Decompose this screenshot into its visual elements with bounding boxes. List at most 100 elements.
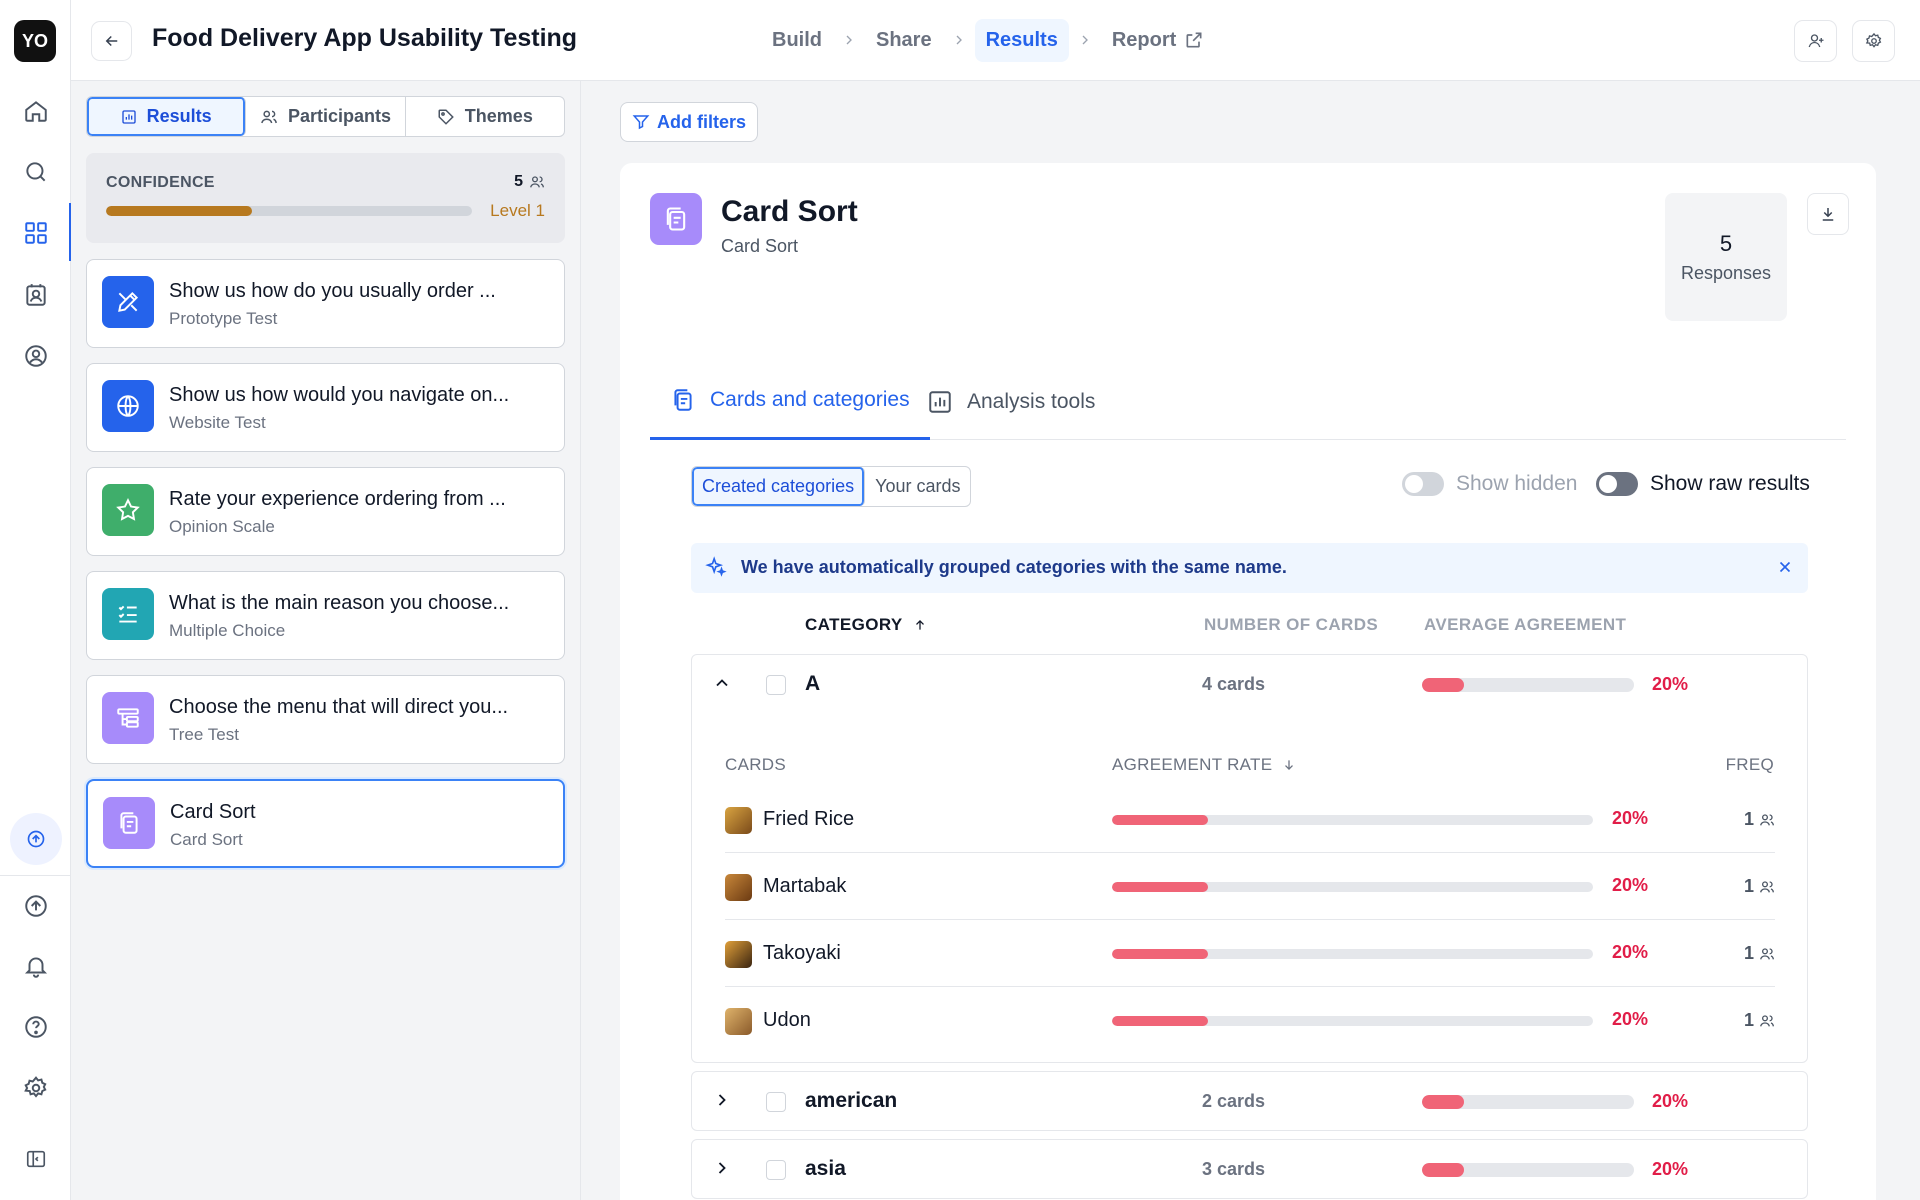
- help-icon[interactable]: [17, 1008, 55, 1046]
- expand-toggle[interactable]: [712, 673, 732, 693]
- task-title: Show us how would you navigate on...: [169, 384, 510, 406]
- tab-results[interactable]: Results: [87, 97, 247, 136]
- show-hidden-toggle[interactable]: Show hidden: [1402, 472, 1577, 496]
- confidence-progress-bar: [106, 206, 472, 216]
- projects-grid-icon[interactable]: [17, 214, 55, 252]
- contacts-icon[interactable]: [17, 276, 55, 314]
- results-sidebar: Results Participants Themes CONFIDENCE 5…: [71, 81, 581, 1200]
- workspace-logo[interactable]: YO: [14, 20, 56, 62]
- notifications-bell-icon[interactable]: [17, 947, 55, 985]
- upload-icon[interactable]: [17, 887, 55, 925]
- tab-created-categories[interactable]: Created categories: [692, 467, 866, 506]
- category-agreement-bar: [1422, 1163, 1634, 1177]
- users-icon: [1760, 813, 1774, 826]
- tab-your-cards[interactable]: Your cards: [875, 476, 961, 496]
- card-agreement-bar: [1112, 949, 1593, 959]
- tag-icon: [438, 109, 454, 125]
- cards-icon: [103, 797, 155, 849]
- column-agreement-rate[interactable]: AGREEMENT RATE: [1112, 755, 1296, 775]
- card-agreement-bar: [1112, 882, 1593, 892]
- chevron-right-icon: [1082, 35, 1088, 45]
- billing-user-icon[interactable]: [17, 337, 55, 375]
- task-card[interactable]: Show us how would you navigate on... Webs…: [86, 363, 565, 452]
- card-agreement-fill: [1112, 1016, 1209, 1026]
- category-checkbox[interactable]: [766, 1092, 786, 1112]
- column-category[interactable]: CATEGORY: [805, 615, 927, 635]
- card-thumbnail: [725, 941, 752, 968]
- chevron-right-icon: [956, 35, 962, 45]
- chevron-right-icon: [846, 35, 852, 45]
- step-share[interactable]: Share: [876, 28, 932, 51]
- expand-toggle[interactable]: [712, 1158, 732, 1178]
- column-cards: CARDS: [725, 755, 787, 774]
- block-title: Card Sort: [721, 195, 858, 228]
- close-icon[interactable]: [1776, 558, 1794, 576]
- grouping-info-banner: We have automatically grouped categories…: [691, 543, 1808, 593]
- expand-toggle[interactable]: [712, 1090, 732, 1110]
- card-frequency: 1: [1744, 1010, 1775, 1031]
- step-report[interactable]: Report: [1101, 19, 1215, 62]
- task-card[interactable]: Show us how do you usually order ... Prot…: [86, 259, 565, 348]
- back-button[interactable]: [91, 21, 132, 61]
- tab-analysis-tools[interactable]: Analysis tools: [927, 363, 1095, 440]
- add-filters-button[interactable]: Add filters: [620, 102, 759, 142]
- step-build[interactable]: Build: [772, 28, 822, 51]
- tab-themes[interactable]: Themes: [406, 97, 564, 136]
- tab-participants[interactable]: Participants: [246, 97, 406, 136]
- task-type: Website Test: [169, 413, 266, 432]
- invite-user-button[interactable]: [1794, 20, 1837, 62]
- card-name: Fried Rice: [763, 808, 855, 830]
- cards-icon: [650, 193, 702, 245]
- tab-cards-and-categories[interactable]: Cards and categories: [650, 363, 930, 440]
- category-row[interactable]: american 2 cards 20%: [692, 1072, 1807, 1130]
- users-icon: [530, 176, 544, 188]
- project-settings-button[interactable]: [1852, 20, 1895, 62]
- category-card-count: 4 cards: [1202, 674, 1266, 694]
- task-card[interactable]: What is the main reason you choose... Mul…: [86, 571, 565, 660]
- collapse-sidebar-icon[interactable]: [17, 1140, 55, 1178]
- task-title: Choose the menu that will direct you...: [169, 696, 509, 718]
- task-card[interactable]: Choose the menu that will direct you... T…: [86, 675, 565, 764]
- category-row[interactable]: asia 3 cards 20%: [692, 1140, 1807, 1198]
- category-checkbox[interactable]: [766, 675, 786, 695]
- list-check-icon: [102, 588, 154, 640]
- category-row[interactable]: A 4 cards 20%: [692, 655, 1807, 713]
- upgrade-icon[interactable]: [10, 813, 62, 865]
- step-results[interactable]: Results: [974, 18, 1069, 62]
- card-agreement-fill: [1112, 815, 1209, 825]
- category-agreement-percent: 20%: [1652, 1159, 1689, 1179]
- category-agreement-percent: 20%: [1652, 1091, 1689, 1111]
- view-switch: Created categories Your cards: [691, 466, 972, 507]
- category-checkbox[interactable]: [766, 1160, 786, 1180]
- card-sort-results-card: Card Sort Card Sort 5 Responses Cards an…: [620, 163, 1876, 1200]
- card-name: Takoyaki: [763, 942, 841, 964]
- show-raw-results-toggle[interactable]: Show raw results: [1596, 472, 1810, 496]
- category-name: asia: [805, 1157, 846, 1180]
- chevron-up-icon: [716, 679, 728, 687]
- card-agreement-percent: 20%: [1612, 808, 1649, 828]
- home-icon[interactable]: [17, 92, 55, 130]
- confidence-level: Level 1: [490, 201, 545, 220]
- category-agreement-fill: [1422, 1095, 1465, 1109]
- search-icon[interactable]: [17, 153, 55, 191]
- task-card[interactable]: Card Sort Card Sort: [86, 779, 565, 868]
- sidebar-tabs: Results Participants Themes: [86, 96, 565, 137]
- task-type: Card Sort: [170, 830, 243, 849]
- download-button[interactable]: [1807, 193, 1849, 235]
- arrow-up-icon: [915, 620, 924, 630]
- download-icon: [1822, 208, 1834, 221]
- card-agreement-fill: [1112, 949, 1209, 959]
- category-card-count: 3 cards: [1202, 1159, 1266, 1179]
- users-icon: [1760, 947, 1774, 960]
- card-thumbnail: [725, 1008, 752, 1035]
- task-card[interactable]: Rate your experience ordering from ... Op…: [86, 467, 565, 556]
- rail-divider: [0, 875, 71, 876]
- category-agreement-fill: [1422, 678, 1465, 692]
- task-title: What is the main reason you choose...: [169, 592, 510, 614]
- card-name: Udon: [763, 1009, 811, 1031]
- globe-icon: [102, 380, 154, 432]
- settings-gear-icon[interactable]: [17, 1069, 55, 1107]
- card-agreement-bar: [1112, 1016, 1593, 1026]
- category-agreement-fill: [1422, 1163, 1465, 1177]
- category-group: asia 3 cards 20%: [691, 1139, 1808, 1199]
